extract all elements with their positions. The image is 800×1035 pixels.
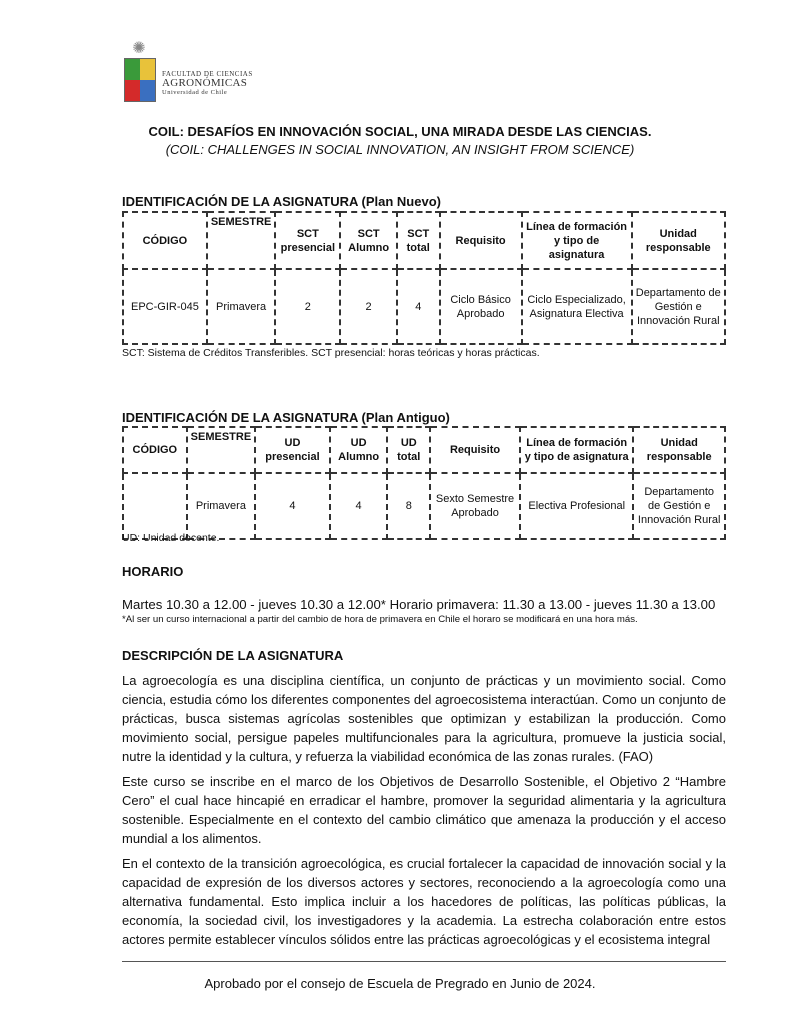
table-header-row: CÓDIGO SEMESTRE SCT presencial SCT Alumn… <box>122 211 727 270</box>
plan-antiguo-note: UD: Unidad docente. <box>122 532 220 544</box>
cell: 2 <box>339 268 398 345</box>
cell <box>122 472 188 540</box>
logo-line3: Universidad de Chile <box>162 89 228 96</box>
descripcion-body: La agroecología es una disciplina cientí… <box>122 671 726 955</box>
paragraph: En el contexto de la transición agroecol… <box>122 856 726 947</box>
horario-text: Martes 10.30 a 12.00 - jueves 10.30 a 12… <box>122 597 716 612</box>
cell: 2 <box>274 268 342 345</box>
header-cell: Requisito <box>429 426 522 474</box>
header-cell: SCT total <box>395 211 441 270</box>
header-cell: Unidad responsable <box>632 426 726 474</box>
horario-heading: HORARIO <box>122 564 184 579</box>
cell: Electiva Profesional <box>519 472 635 540</box>
cell: Ciclo Especializado, Asignatura Electiva <box>520 268 633 345</box>
faculty-logo: ✺ Facultad de Ciencias Agronómicas Unive… <box>122 40 292 102</box>
plan-antiguo-heading: IDENTIFICACIÓN DE LA ASIGNATURA (Plan An… <box>122 410 450 425</box>
shield-emblem-icon <box>124 58 156 102</box>
cell: 4 <box>254 472 331 540</box>
logo-line2: Agronómicas <box>162 77 248 89</box>
cell: Departamento de Gestión e Innovación Rur… <box>630 268 727 345</box>
header-cell: SEMESTRE <box>185 426 257 474</box>
course-subtitle: (COIL: CHALLENGES IN SOCIAL INNOVATION, … <box>165 142 635 157</box>
header-cell: Línea de formación y tipo de asignatura <box>520 211 633 270</box>
header-cell: CÓDIGO <box>122 426 188 474</box>
cell: Ciclo Básico Aprobado <box>438 268 523 345</box>
paragraph: La agroecología es una disciplina cientí… <box>122 673 726 764</box>
plan-antiguo-table: CÓDIGO SEMESTRE UD presencial UD Alumno … <box>122 426 726 540</box>
horario-note: *Al ser un curso internacional a partir … <box>122 614 638 625</box>
table-header-row: CÓDIGO SEMESTRE UD presencial UD Alumno … <box>122 426 726 474</box>
cell: Departamento de Gestión e Innovación Rur… <box>632 472 726 540</box>
cell: Primavera <box>205 268 277 345</box>
header-cell: SCT presencial <box>274 211 342 270</box>
cell: Sexto Semestre Aprobado <box>429 472 522 540</box>
header-cell: Línea de formación y tipo de asignatura <box>519 426 635 474</box>
footer-divider <box>122 961 726 962</box>
cell: Primavera <box>185 472 257 540</box>
cell: EPC-GIR-045 <box>122 268 208 345</box>
header-cell: SCT Alumno <box>339 211 398 270</box>
cell: 4 <box>395 268 441 345</box>
header-cell: UD presencial <box>254 426 331 474</box>
cell: 4 <box>328 472 389 540</box>
paragraph: Este curso se inscribe en el marco de lo… <box>122 774 726 846</box>
header-cell: Unidad responsable <box>630 211 727 270</box>
header-cell: CÓDIGO <box>122 211 208 270</box>
sun-emblem-icon: ✺ <box>132 40 146 57</box>
table-row: Primavera 4 4 8 Sexto Semestre Aprobado … <box>122 472 726 540</box>
logo-line1: Facultad de Ciencias <box>162 70 253 78</box>
header-cell: UD Alumno <box>328 426 389 474</box>
plan-nuevo-heading: IDENTIFICACIÓN DE LA ASIGNATURA (Plan Nu… <box>122 194 441 209</box>
descripcion-heading: DESCRIPCIÓN DE LA ASIGNATURA <box>122 648 344 663</box>
header-cell: UD total <box>386 426 432 474</box>
header-cell: Requisito <box>438 211 523 270</box>
footer-text: Aprobado por el consejo de Escuela de Pr… <box>204 976 596 991</box>
course-title: COIL: DESAFÍOS EN INNOVACIÓN SOCIAL, UNA… <box>148 124 652 139</box>
plan-nuevo-note: SCT: Sistema de Créditos Transferibles. … <box>122 347 540 359</box>
plan-nuevo-table: CÓDIGO SEMESTRE SCT presencial SCT Alumn… <box>122 211 727 345</box>
header-cell: SEMESTRE <box>205 211 277 270</box>
table-row: EPC-GIR-045 Primavera 2 2 4 Ciclo Básico… <box>122 268 727 345</box>
cell: 8 <box>386 472 432 540</box>
